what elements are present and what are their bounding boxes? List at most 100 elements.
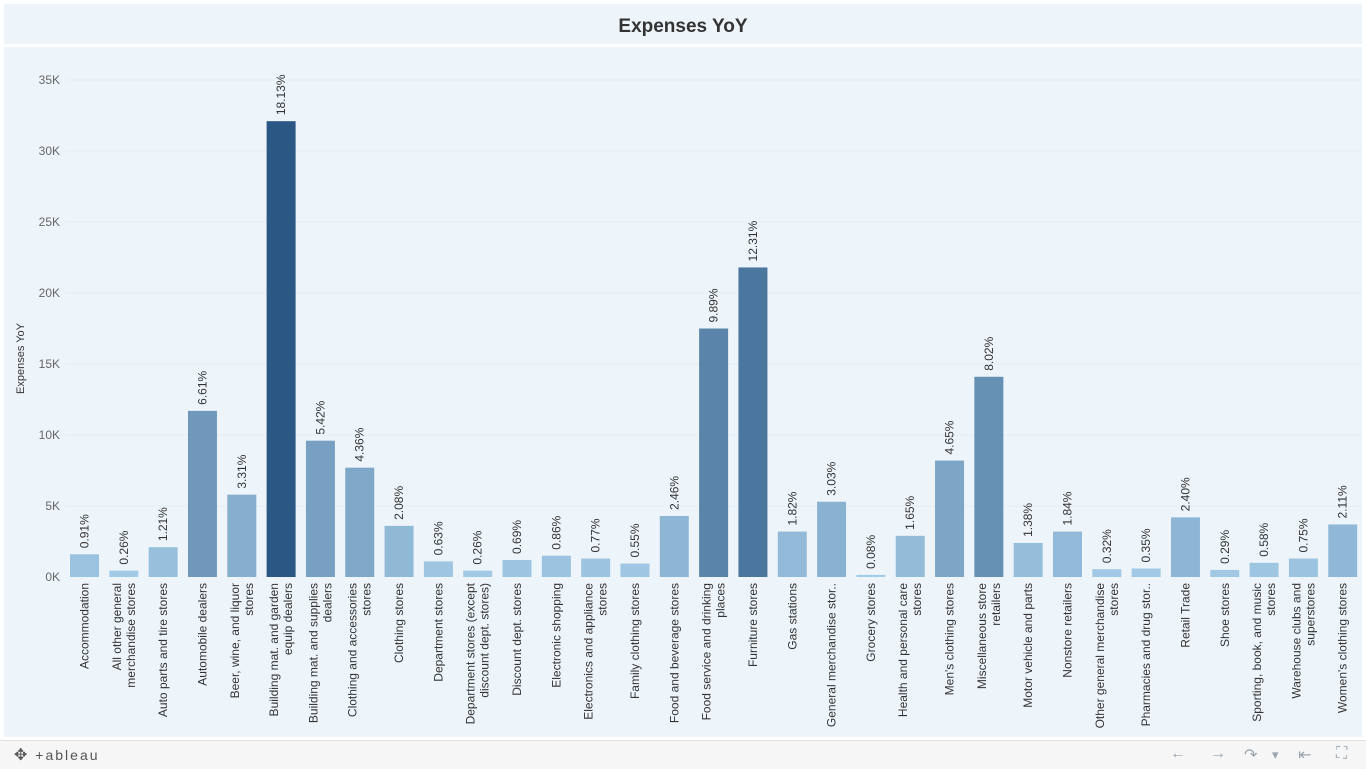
bar [1013,542,1043,577]
chart-panel: 0K 5K 10K 15K 20K 25K 30K 35K Expenses YoY 0.91% A… [4,47,1362,737]
data-label: 3.03% [825,461,839,495]
y-tick-label: 20K [39,286,60,300]
x-tick-label: Auto parts and tire stores [156,583,170,717]
y-tick-label: 10K [39,428,60,442]
data-label: 4.36% [353,427,367,461]
x-tick-label: Gas stations [785,583,799,650]
y-tick-label: 0K [45,570,60,584]
data-label: 8.02% [982,336,996,370]
data-label: 2.46% [667,476,681,510]
bar [1092,569,1122,577]
tableau-toolbar: ✥ +ableau ← → ↷ ▾ ⇤ ⛶ [0,740,1366,769]
x-tick-label: Building mat. and suppliesdealers [306,583,334,723]
x-tick-label: Warehouse clubs andsuperstores [1289,583,1317,699]
data-label: 18.13% [274,74,288,115]
y-tick-label: 15K [39,357,60,371]
x-tick-label: Electronics and appliancestores [582,583,610,720]
bar [699,328,729,577]
undo-icon[interactable]: ← [1170,745,1186,762]
x-tick-label: Accommodation [78,583,92,669]
x-tick-label: Grocery stores [864,583,878,662]
x-tick-label: Pharmacies and drug stor.. [1139,583,1153,726]
bar [266,121,296,578]
data-label: 0.35% [1139,528,1153,562]
y-tick-label: 25K [39,215,60,229]
data-label: 5.42% [313,400,327,434]
y-axis-title: Expenses YoY [15,322,27,394]
x-tick-label: Furniture stores [746,583,760,667]
bar [109,570,139,577]
x-tick-label: Beer, wine, and liquorstores [228,583,256,698]
x-tick-label: All other generalmerchandise stores [110,583,138,688]
reset-icon[interactable]: ⇤ [1298,747,1312,764]
data-label: 1.38% [1021,503,1035,537]
x-tick-label: Men's clothing stores [943,583,957,695]
x-tick-label: Health and personal carestores [896,583,924,717]
data-label: 0.26% [471,530,485,564]
bar [659,515,689,577]
x-tick-label: Nonstore retailers [1061,583,1075,678]
bar [738,267,768,577]
bar [187,410,217,577]
bar [974,376,1004,577]
bar [423,561,453,577]
data-label: 2.08% [392,486,406,520]
x-tick-label: Miscellaneous storeretailers [975,583,1003,689]
tableau-logo-icon: ✥ [14,747,30,764]
bar [1249,562,1279,577]
x-tick-label: Sporting, book, and musicstores [1250,583,1278,722]
x-tick-label: Building mat. and gardenequip dealers [267,583,295,716]
x-tick-label: Shoe stores [1218,583,1232,647]
data-label: 1.84% [1061,491,1075,525]
x-tick-label: Clothing and accessoriesstores [346,583,374,717]
x-tick-label: Clothing stores [392,583,406,663]
bar [502,559,532,577]
bar [1053,531,1082,577]
bar [148,547,178,577]
data-label: 1.82% [785,491,799,525]
data-label: 2.11% [1336,485,1350,518]
data-label: 0.26% [117,530,131,564]
data-label: 0.69% [510,520,524,554]
data-label: 0.32% [1100,529,1114,563]
bar [1288,558,1318,577]
bar [817,501,847,577]
y-tick-label: 30K [39,144,60,158]
x-tick-label: Electronic shopping [549,583,563,688]
bar [541,555,571,577]
x-tick-label: Department stores [431,583,445,682]
title-bar: Expenses YoY [4,4,1362,44]
bar [1170,517,1200,577]
data-label: 2.40% [1178,477,1192,511]
data-label: 0.55% [628,523,642,557]
data-label: 0.58% [1257,522,1271,556]
data-label: 1.21% [156,507,170,541]
data-label: 0.91% [78,514,92,548]
data-label: 4.65% [943,420,957,454]
data-label: 12.31% [746,220,760,261]
bar [581,558,611,577]
data-label: 0.75% [1296,518,1310,552]
x-tick-label: Food service and drinkingplaces [700,583,728,720]
bar [777,531,807,577]
revert-dropdown-icon[interactable]: ▾ [1272,747,1279,762]
data-label: 0.29% [1218,530,1232,564]
data-label: 9.89% [707,288,721,322]
x-tick-label: Department stores (exceptdiscount dept. … [464,582,492,724]
data-label: 0.63% [431,521,445,555]
revert-icon[interactable]: ↷ [1244,747,1258,764]
tableau-logo: ✥ +ableau [14,745,100,765]
bar [1131,568,1161,577]
x-tick-label: Motor vehicle and parts [1021,583,1035,708]
bar [935,460,965,577]
bar [345,467,375,577]
x-tick-label: Family clothing stores [628,583,642,699]
bar [1210,569,1240,577]
chart-title: Expenses YoY [618,16,748,37]
redo-icon[interactable]: → [1210,745,1226,762]
fullscreen-icon[interactable]: ⛶ [1336,745,1348,762]
bar [463,570,493,577]
bar-chart: 0K 5K 10K 15K 20K 25K 30K 35K Expenses YoY 0.91% A… [15,73,1362,728]
bar [70,554,99,577]
data-label: 0.08% [864,535,878,569]
